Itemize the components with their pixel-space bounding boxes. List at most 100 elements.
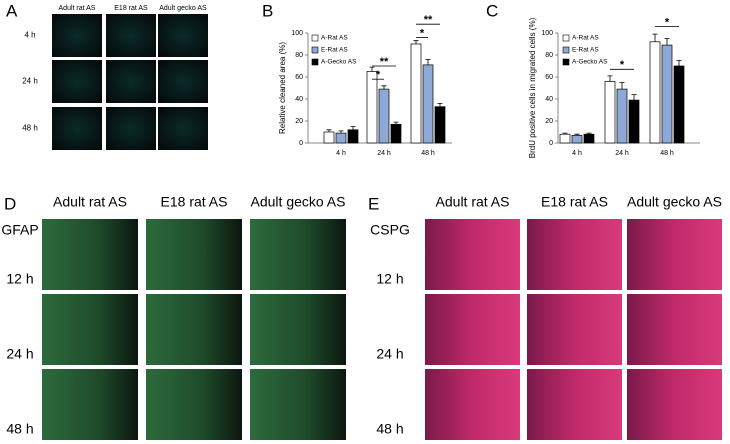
micrograph	[425, 294, 520, 365]
y-tick-label: 60	[545, 74, 553, 81]
bar	[410, 43, 422, 144]
y-tick-label: 100	[541, 30, 553, 37]
significance-mark: *	[620, 59, 625, 71]
bar	[673, 65, 685, 144]
significance-mark: **	[380, 56, 389, 68]
micrograph	[146, 294, 242, 365]
row-label: 48 h	[22, 124, 38, 133]
bar	[390, 123, 402, 144]
x-tick-label: 4 h	[336, 150, 346, 157]
significance-mark: **	[424, 14, 433, 26]
panel-label: A	[6, 1, 18, 20]
error-bar	[664, 38, 670, 46]
micrograph	[52, 60, 102, 103]
micrograph	[42, 219, 138, 290]
micrograph	[106, 107, 156, 150]
row-label: 24 h	[376, 346, 403, 362]
micrograph	[425, 369, 520, 440]
error-bar	[326, 129, 332, 132]
error-bar	[381, 85, 387, 90]
bar	[571, 134, 583, 144]
panel-label: B	[262, 1, 273, 20]
row-label: 48 h	[376, 421, 403, 437]
y-tick-label: 100	[291, 30, 303, 37]
column-header: Adult rat AS	[436, 194, 510, 210]
bar	[378, 88, 390, 144]
error-bar	[607, 75, 613, 82]
row-label: 48 h	[6, 421, 33, 437]
legend-label: A-Rat AS	[572, 35, 599, 42]
legend-label: E-Rat AS	[572, 47, 599, 54]
significance-mark: *	[420, 27, 425, 39]
y-tick-label: 40	[295, 96, 303, 103]
bar	[583, 133, 595, 144]
row-label: 12 h	[376, 271, 403, 287]
y-tick-label: 80	[295, 52, 303, 59]
bar	[335, 132, 347, 144]
micrograph	[627, 219, 722, 290]
bar	[604, 81, 616, 144]
y-axis-label: BrdU positive cells in migrated cells (%…	[528, 17, 537, 158]
error-bar	[631, 94, 637, 101]
legend-swatch	[562, 34, 570, 42]
micrograph	[250, 219, 346, 290]
y-tick-label: 80	[545, 52, 553, 59]
error-bar	[562, 132, 568, 135]
error-bar	[338, 130, 344, 134]
row-label: 4 h	[24, 31, 35, 40]
row-label: 12 h	[6, 271, 33, 287]
micrograph	[106, 60, 156, 103]
error-bar	[413, 40, 419, 44]
micrograph	[146, 369, 242, 440]
y-tick-label: 20	[545, 118, 553, 125]
micrograph	[158, 14, 208, 57]
bar	[347, 129, 359, 144]
micrograph	[527, 294, 622, 365]
micrograph	[42, 369, 138, 440]
error-bar	[619, 82, 625, 90]
micrograph	[627, 294, 722, 365]
column-header: Adult gecko AS	[627, 194, 722, 210]
y-tick-label: 0	[299, 140, 303, 147]
micrograph	[106, 14, 156, 57]
legend-label: A-Rat AS	[321, 35, 348, 42]
x-tick-label: 48 h	[660, 150, 674, 157]
error-bar	[425, 59, 431, 65]
error-bar	[652, 33, 658, 42]
y-tick-label: 40	[545, 96, 553, 103]
column-header: E18 rat AS	[541, 194, 608, 210]
error-bar	[437, 103, 443, 107]
legend-label: A-Gecko AS	[321, 59, 357, 66]
micrograph	[250, 294, 346, 365]
legend-swatch	[311, 34, 319, 42]
significance-mark: *	[665, 16, 670, 28]
micrograph	[250, 369, 346, 440]
legend-label: E-Rat AS	[321, 47, 348, 54]
bar	[661, 44, 673, 144]
bar	[434, 106, 446, 144]
column-header: E18 rat AS	[114, 5, 148, 12]
x-tick-label: 24 h	[377, 150, 391, 157]
micrograph	[527, 219, 622, 290]
bar	[628, 99, 640, 144]
column-header: Adult rat AS	[59, 5, 96, 12]
column-header: E18 rat AS	[161, 194, 228, 210]
y-axis-label: Relative cleaned area (%)	[278, 42, 287, 134]
stain-label: CSPG	[370, 222, 410, 238]
y-tick-label: 0	[549, 140, 553, 147]
error-bar	[574, 133, 580, 136]
row-label: 24 h	[6, 346, 33, 362]
x-tick-label: 48 h	[421, 150, 435, 157]
stain-label: GFAP	[1, 222, 38, 238]
x-tick-label: 24 h	[615, 150, 629, 157]
column-header: Adult gecko AS	[159, 5, 207, 12]
y-tick-label: 60	[295, 74, 303, 81]
error-bar	[369, 66, 375, 72]
error-bar	[393, 121, 399, 125]
micrograph	[527, 369, 622, 440]
bar	[559, 133, 571, 144]
panel-label: E	[368, 194, 379, 213]
legend-swatch	[311, 58, 319, 66]
